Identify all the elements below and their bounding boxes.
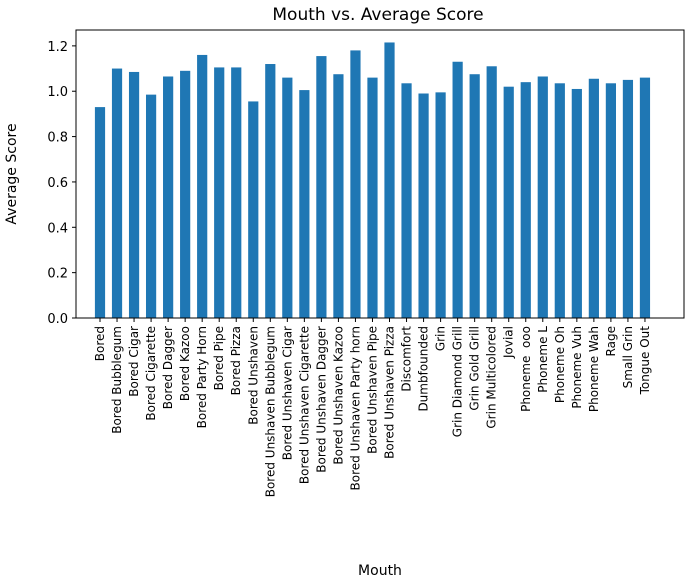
bar [401,83,412,318]
x-tick-label: Bored Pizza [229,326,243,395]
y-axis: 0.0 0.2 0.4 0.6 0.8 1.0 1.2 [47,40,76,327]
bars-group [94,42,651,319]
bar [588,78,599,318]
x-tick-label: Bored Kazoo [178,326,192,401]
bar [94,107,106,318]
y-tick-label: 1.0 [47,85,68,100]
x-tick-label: Phoneme Wah [587,326,601,412]
bar [486,66,497,318]
bar [418,93,429,318]
bar [316,56,327,318]
x-tick-label: Bored Bubblegum [110,326,124,434]
bar [537,76,548,319]
x-tick-label: Rage [604,326,618,356]
bar [299,90,310,318]
bar [605,83,616,318]
x-tick-label: Bored Unshaven Cigarette [297,326,311,484]
y-tick-label: 0.2 [47,267,68,282]
y-tick-label: 0.8 [47,131,68,146]
x-tick-label: Jovial [502,326,516,359]
y-tick-label: 1.2 [47,40,68,55]
bar [214,67,225,318]
x-tick-label: Bored Unshaven [246,326,260,425]
x-tick-label: Phoneme L [536,326,550,393]
x-tick-label: Bored [93,326,107,361]
x-axis-label: Mouth [358,563,402,579]
bar [367,77,378,319]
x-tick-label: Bored Pipe [212,326,226,390]
x-tick-label: Grin [434,326,448,351]
bar [248,101,259,319]
bar [231,67,242,318]
x-tick-label: Bored Unshaven Cigar [280,326,294,460]
y-tick-label: 0.0 [47,312,68,327]
x-tick-label: Phoneme Vuh [570,326,584,409]
x-tick-label: Bored Unshaven Pizza [383,326,397,459]
bar [503,86,514,318]
bar [554,83,565,318]
bar [384,42,395,318]
bar [622,79,634,318]
x-tick-label: Tongue Out [638,326,652,396]
x-tick-label: Bored Unshaven Kazoo [331,326,345,465]
x-tick-label: Bored Unshaven Pipe [365,326,379,454]
x-axis: Bored Bored Bubblegum Bored Cigar Bored Cig… [93,318,652,497]
y-tick-label: 0.6 [47,176,68,191]
bar [350,50,361,318]
bar [145,94,157,318]
x-tick-label: Bored Cigarette [144,326,158,421]
bar [282,77,293,319]
x-tick-label: Bored Party Horn [195,326,209,428]
bar [469,74,480,318]
x-tick-label: Dumbfounded [417,326,431,412]
bar [180,70,191,318]
bar [111,68,123,318]
y-tick-label: 0.4 [47,221,68,236]
bar [639,77,651,319]
x-tick-label: Small Grin [621,326,635,388]
bar [333,74,344,318]
x-tick-label: Grin Diamond Grill [451,326,465,437]
bar [452,61,463,318]
x-tick-label: Discomfort [400,326,414,392]
x-tick-label: Grin Multicolored [485,326,499,429]
bar [435,92,446,318]
bar [197,54,208,318]
x-tick-label: Bored Unshaven Bubblegum [263,326,277,497]
bar [163,76,174,319]
bar [265,64,276,319]
plot-frame [75,29,685,319]
x-tick-label: Bored Unshaven Party horn [348,326,362,490]
x-tick-label: Bored Unshaven Dagger [314,326,328,473]
x-tick-label: Phoneme ooo [519,326,533,412]
bar [128,71,140,318]
bar [520,82,531,318]
y-axis-label: Average Score [4,123,20,224]
x-tick-label: Phoneme Oh [553,326,567,403]
x-tick-label: Grin Gold Grill [468,326,482,411]
x-tick-label: Bored Dagger [161,326,175,409]
bar [571,88,582,319]
x-tick-label: Bored Cigar [127,326,141,397]
chart-title: Mouth vs. Average Score [272,5,483,25]
